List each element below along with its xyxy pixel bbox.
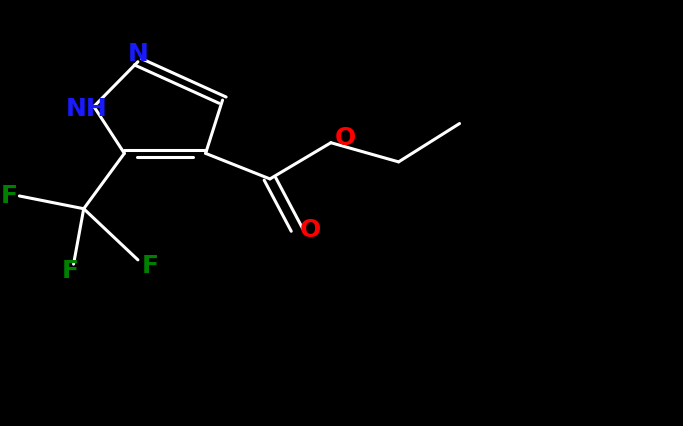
Text: O: O	[335, 126, 357, 150]
Text: F: F	[61, 259, 79, 282]
Text: O: O	[300, 218, 321, 242]
Text: F: F	[1, 184, 18, 208]
Text: N: N	[128, 42, 148, 66]
Text: NH: NH	[66, 97, 108, 121]
Text: F: F	[141, 254, 158, 278]
